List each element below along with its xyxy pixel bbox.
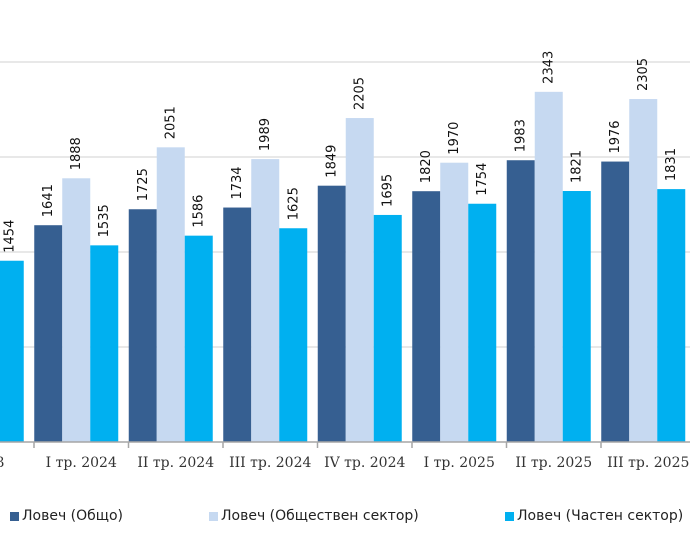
bar xyxy=(90,245,119,442)
x-tick-label: III тр. 2025 xyxy=(607,455,689,471)
bar xyxy=(156,147,185,442)
bar xyxy=(534,91,563,442)
data-label: 1976 xyxy=(608,120,623,153)
bar xyxy=(657,189,686,442)
data-label: 1725 xyxy=(136,168,151,201)
legend-label-total: Ловеч (Общо) xyxy=(22,508,124,524)
bars xyxy=(0,91,686,443)
legend-swatch-public xyxy=(209,511,218,521)
data-label: 1821 xyxy=(570,150,585,183)
bar xyxy=(562,191,591,442)
bar xyxy=(317,185,346,442)
bar xyxy=(373,214,402,442)
legend-item-public: Ловеч (Обществен сектор) xyxy=(209,508,419,524)
data-label: 1734 xyxy=(230,166,245,199)
bar xyxy=(0,260,24,442)
bar xyxy=(601,161,630,442)
data-label: 1535 xyxy=(97,204,112,237)
x-tick-label: IV тр. 2024 xyxy=(324,455,405,471)
data-label: 1983 xyxy=(514,119,529,152)
data-label: 2343 xyxy=(542,51,557,84)
legend-label-public: Ловеч (Обществен сектор) xyxy=(221,508,419,524)
data-label: 2205 xyxy=(353,77,368,110)
data-label: 1849 xyxy=(325,145,340,178)
data-label: 1695 xyxy=(381,174,396,207)
bar xyxy=(440,162,469,442)
data-label: 1888 xyxy=(69,137,84,170)
data-label: 1586 xyxy=(192,195,207,228)
legend-label-private: Ловеч (Частен сектор) xyxy=(517,508,684,524)
bar xyxy=(62,178,91,442)
bar xyxy=(468,203,497,442)
legend-swatch-total xyxy=(10,511,19,521)
data-label: 1754 xyxy=(475,163,490,196)
bar xyxy=(184,235,213,442)
x-tick-label: I тр. 2025 xyxy=(424,455,495,471)
bar xyxy=(506,160,535,443)
data-label: 1820 xyxy=(419,150,434,183)
x-tick-label: III тр. 2024 xyxy=(229,455,311,471)
legend-item-private: Ловеч (Частен сектор) xyxy=(505,508,683,524)
data-label: 1641 xyxy=(41,184,56,217)
x-tick-label: I тр. 2024 xyxy=(46,455,117,471)
x-axis xyxy=(0,441,690,448)
bar xyxy=(128,209,157,442)
data-label: 1831 xyxy=(664,148,679,181)
data-label: 1989 xyxy=(258,118,273,151)
data-labels: 1454 1641 1888 1535 1725 2051 1586 1734 1989 1625… xyxy=(3,51,680,253)
data-label: 1970 xyxy=(447,122,462,155)
data-label: 2305 xyxy=(636,58,651,91)
x-tick-label: II тр. 2025 xyxy=(515,455,592,471)
bar xyxy=(345,118,374,443)
legend: Ловеч (Общо) Ловеч (Обществен сектор) Ло… xyxy=(0,508,690,530)
x-tick-label: 2023 xyxy=(0,455,5,471)
x-tick-label: II тр. 2024 xyxy=(137,455,214,471)
bar xyxy=(412,191,441,442)
data-label: 2051 xyxy=(164,106,179,139)
bar xyxy=(34,225,63,442)
x-tick-labels: 2023 I тр. 2024 II тр. 2024 III тр. 2024 IV … xyxy=(0,455,689,471)
legend-swatch-private xyxy=(505,511,514,521)
legend-item-total: Ловеч (Общо) xyxy=(10,508,123,524)
bar xyxy=(223,207,252,442)
bar xyxy=(251,159,280,442)
data-label: 1454 xyxy=(3,220,18,253)
bar xyxy=(279,228,308,442)
bar xyxy=(629,99,658,443)
data-label: 1625 xyxy=(286,187,301,220)
